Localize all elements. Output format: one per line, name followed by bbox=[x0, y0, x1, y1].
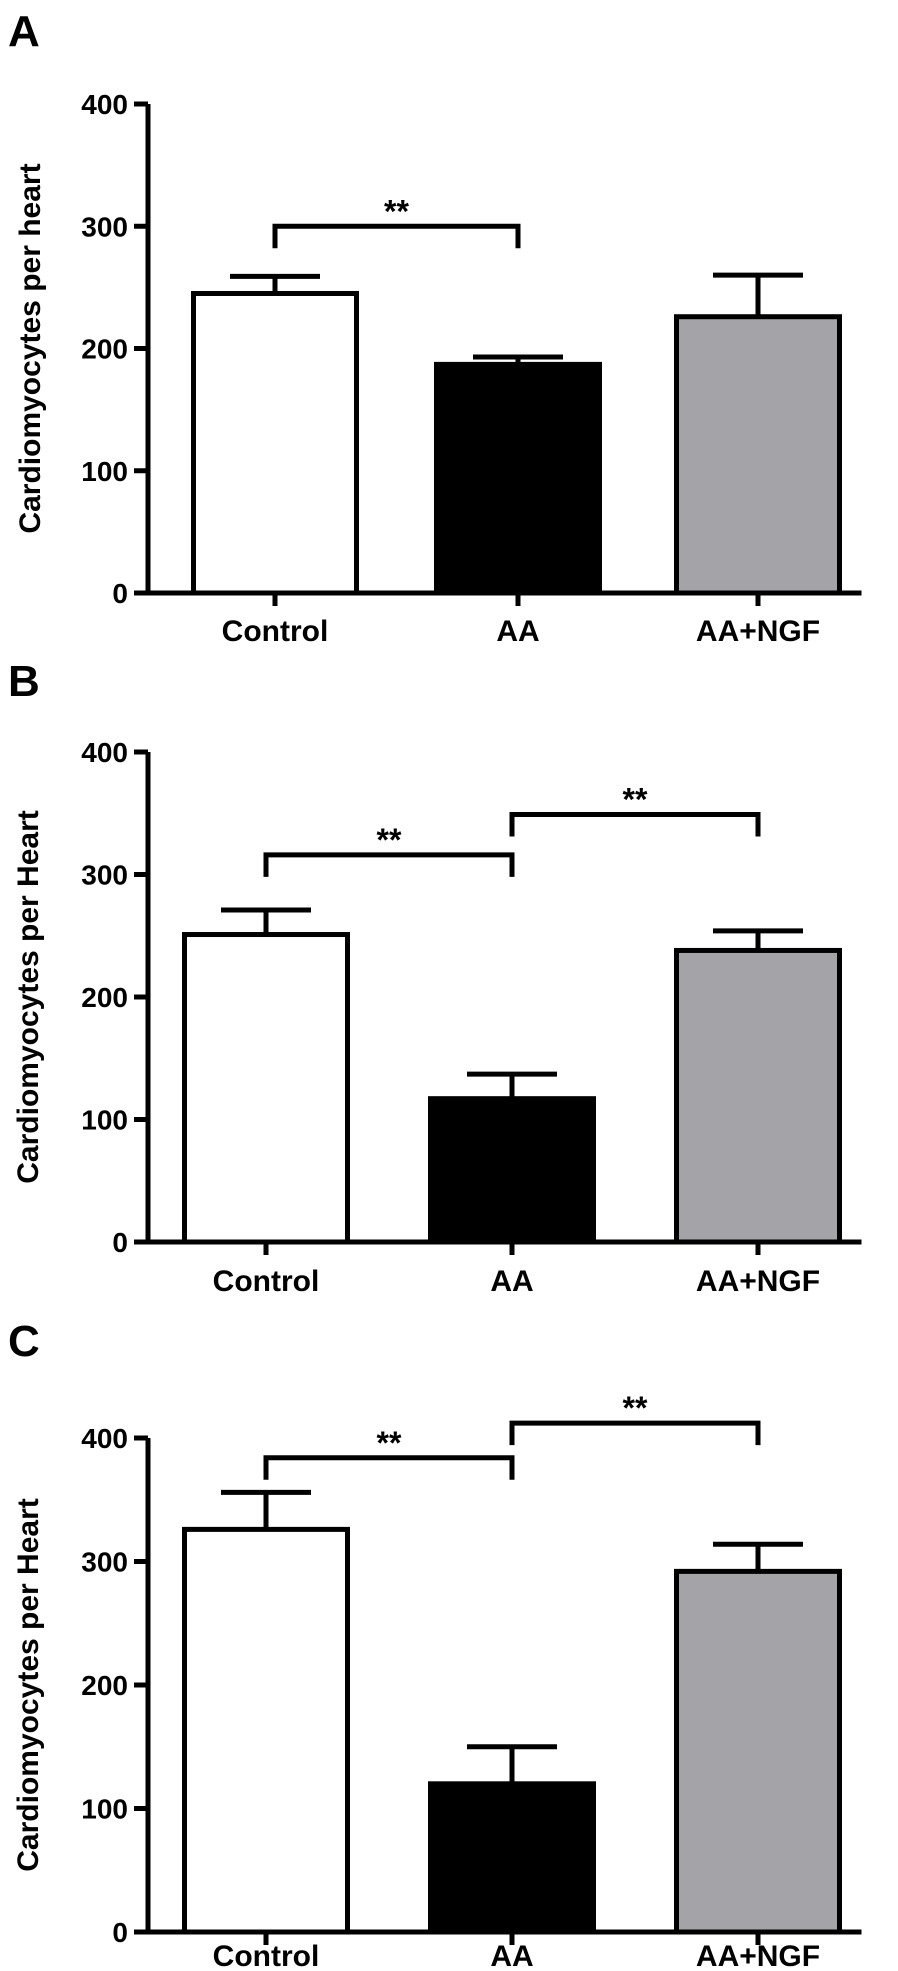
x-tick-label: AA+NGF bbox=[696, 615, 820, 648]
chart-panel-b: B Cardiomyocytes per Heart 0 100 200 300 400 C… bbox=[0, 660, 898, 1300]
y-tick-label: 300 bbox=[81, 860, 128, 891]
x-tick-label: AA+NGF bbox=[696, 1265, 820, 1298]
y-tick-label: 100 bbox=[81, 1794, 128, 1825]
y-tick-label: 200 bbox=[81, 334, 128, 365]
y-tick-label: 0 bbox=[112, 1917, 128, 1948]
bar bbox=[428, 1096, 596, 1245]
panel-letter: B bbox=[8, 657, 40, 706]
x-tick-label: Control bbox=[222, 615, 329, 648]
y-tick-label: 200 bbox=[81, 1670, 128, 1701]
y-tick-label: 400 bbox=[81, 737, 128, 768]
x-tick-label: AA+NGF bbox=[696, 1940, 820, 1971]
significance-bracket bbox=[263, 1455, 515, 1480]
y-tick-label: 0 bbox=[112, 1227, 128, 1258]
y-axis-title: Cardiomyocytes per heart bbox=[14, 163, 47, 533]
panel-letter: A bbox=[8, 7, 40, 56]
y-tick-label: 200 bbox=[81, 982, 128, 1013]
significance-bracket bbox=[509, 1420, 761, 1446]
bar-chart: Cardiomyocytes per heart 0 100 200 300 400 Con… bbox=[14, 89, 862, 648]
y-tick-label: 0 bbox=[112, 578, 128, 609]
significance-bracket bbox=[263, 852, 515, 877]
significance-label: ** bbox=[623, 781, 648, 817]
bar bbox=[191, 290, 359, 596]
y-tick-label: 400 bbox=[81, 89, 128, 120]
x-tick-label: Control bbox=[213, 1940, 320, 1971]
x-tick-label: AA bbox=[490, 1940, 533, 1971]
bar-chart: Cardiomyocytes per Heart 0 100 200 300 400 Con… bbox=[12, 1390, 862, 1971]
bar bbox=[428, 1781, 596, 1935]
y-axis-title: Cardiomyocytes per Heart bbox=[12, 1498, 45, 1871]
y-tick-label: 300 bbox=[81, 211, 128, 242]
significance-label: ** bbox=[377, 1425, 402, 1461]
significance-bracket bbox=[509, 811, 761, 837]
x-tick-label: Control bbox=[213, 1265, 320, 1298]
y-axis-title: Cardiomyocytes per Heart bbox=[12, 810, 45, 1183]
y-tick-label: 100 bbox=[81, 1105, 128, 1136]
significance-label: ** bbox=[384, 193, 409, 229]
y-tick-label: 100 bbox=[81, 456, 128, 487]
x-tick-label: AA bbox=[490, 1265, 533, 1298]
bar bbox=[182, 932, 350, 1245]
chart-panel-c: C Cardiomyocytes per Heart 0 100 200 300 400 C… bbox=[0, 1320, 898, 1971]
bar bbox=[182, 1526, 350, 1935]
bar bbox=[434, 361, 602, 596]
panel-letter: C bbox=[8, 1317, 40, 1366]
chart-panel-a: A Cardiomyocytes per heart 0 100 200 300 400 C… bbox=[0, 10, 898, 650]
significance-label: ** bbox=[623, 1390, 648, 1426]
y-tick-label: 300 bbox=[81, 1547, 128, 1578]
y-tick-label: 400 bbox=[81, 1423, 128, 1454]
bar-chart: Cardiomyocytes per Heart 0 100 200 300 400 Con… bbox=[12, 737, 862, 1298]
significance-label: ** bbox=[377, 822, 402, 858]
significance-bracket bbox=[272, 223, 521, 249]
bar bbox=[674, 947, 842, 1245]
bar bbox=[674, 1568, 842, 1935]
bar bbox=[674, 314, 842, 596]
x-tick-label: AA bbox=[496, 615, 539, 648]
